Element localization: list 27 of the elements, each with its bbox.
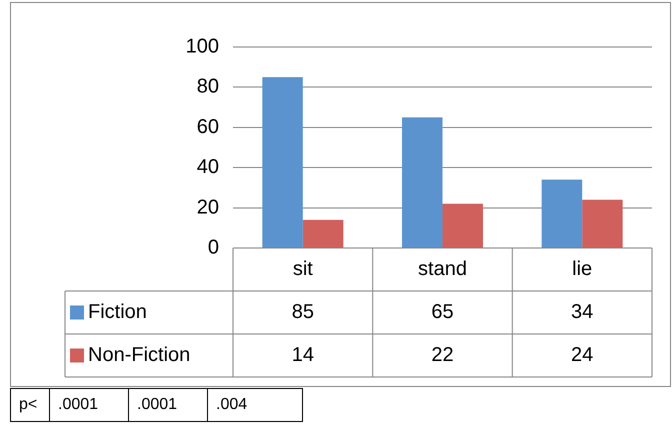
y-tick-label: 100: [186, 36, 219, 58]
data-label: 24: [571, 344, 594, 366]
text: .0001: [50, 388, 128, 422]
bar: [542, 180, 582, 248]
y-tick-label: 0: [208, 236, 219, 259]
legend-label: Non-Fiction: [88, 344, 190, 366]
y-tick-label: 80: [196, 76, 219, 98]
text: .004: [208, 388, 302, 422]
legend-label: Fiction: [88, 301, 147, 324]
bar: [402, 117, 442, 248]
data-label: 85: [292, 301, 314, 324]
data-label: 34: [571, 301, 594, 324]
data-label: 22: [431, 344, 454, 366]
bar: [582, 200, 623, 248]
text: .0001: [128, 388, 208, 422]
bar: [442, 204, 484, 248]
y-tick-label: 20: [196, 196, 219, 218]
y-tick-label: 60: [196, 116, 219, 138]
bar: [262, 77, 303, 248]
x-tick-label: stand: [418, 258, 467, 280]
y-tick-label: 40: [196, 156, 219, 178]
x-tick-label: lie: [572, 258, 592, 280]
data-label: 14: [292, 344, 314, 366]
x-tick-label: sit: [292, 258, 314, 280]
bar: [302, 220, 344, 248]
data-label: 65: [431, 301, 454, 324]
text: p<: [10, 388, 50, 422]
